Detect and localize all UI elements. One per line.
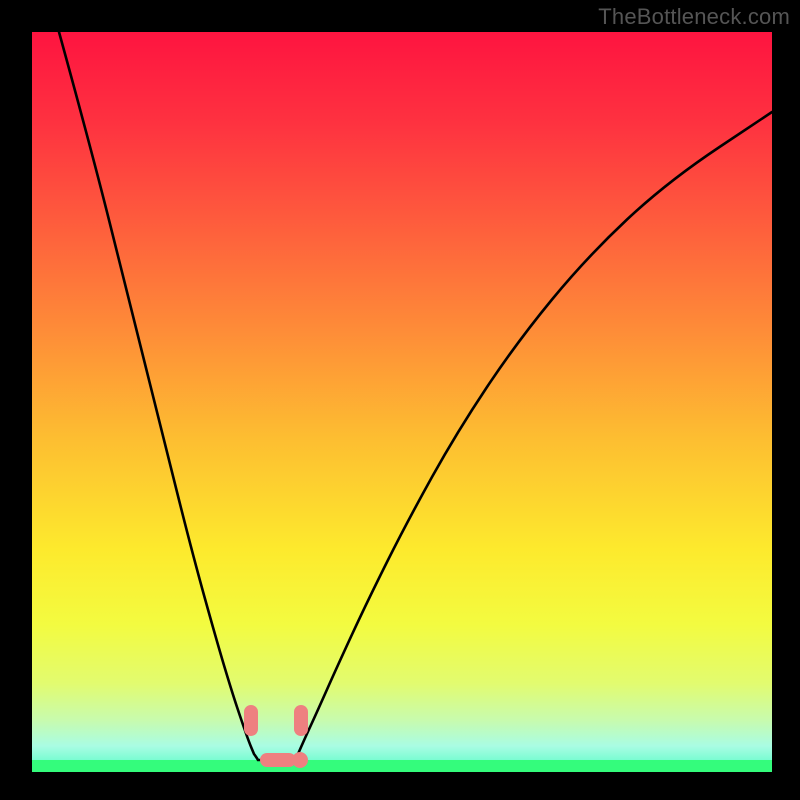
watermark-text: TheBottleneck.com <box>598 4 790 30</box>
marker-connector <box>294 712 308 729</box>
curve-layer <box>32 32 772 772</box>
markers-group <box>244 705 308 768</box>
marker-capsule <box>260 753 296 767</box>
v-curve <box>59 32 772 760</box>
marker-dot <box>292 752 308 768</box>
plot-area <box>32 32 772 772</box>
marker-connector <box>244 712 258 729</box>
